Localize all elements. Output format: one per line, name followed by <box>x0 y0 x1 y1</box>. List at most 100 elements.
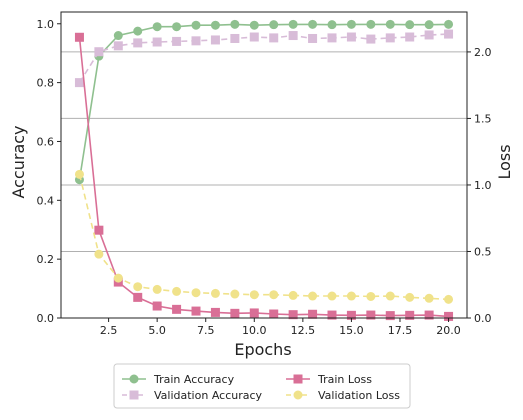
data-point <box>133 292 143 302</box>
y-left-tick-label: 0.2 <box>37 253 55 266</box>
data-point <box>269 309 279 319</box>
data-point <box>113 273 123 283</box>
x-tick-label: 7.5 <box>197 324 215 337</box>
y-left-tick-label: 0.6 <box>37 135 55 148</box>
series-line <box>78 23 449 180</box>
series-line <box>78 174 449 301</box>
y-right-tick-label: 0.5 <box>474 245 492 258</box>
data-point <box>74 32 84 42</box>
y-left-tick-label: 0.0 <box>37 312 55 325</box>
data-point <box>191 36 201 46</box>
data-point <box>94 225 104 235</box>
data-point <box>405 32 415 42</box>
x-tick-label: 15.0 <box>339 324 364 337</box>
data-point <box>74 169 84 179</box>
legend-swatch-marker <box>293 390 303 400</box>
data-point <box>444 19 454 29</box>
data-point <box>444 294 454 304</box>
legend-box <box>113 363 411 409</box>
y-left-axis-label: Accuracy <box>9 125 28 198</box>
series-layer <box>74 19 454 321</box>
x-axis-ticks: 2.5 5.0 7.5 10.0 12.5 15.0 17.5 20.0 <box>100 318 461 337</box>
data-point <box>152 284 162 294</box>
x-axis-label: Epochs <box>234 340 291 359</box>
data-point <box>288 31 298 41</box>
data-point <box>191 306 201 316</box>
data-point <box>288 290 298 300</box>
data-point <box>113 31 123 41</box>
data-point <box>346 32 356 42</box>
legend-item: Train Accuracy <box>122 373 235 386</box>
data-point <box>133 38 143 48</box>
data-point <box>133 26 143 36</box>
data-point <box>172 286 182 296</box>
x-tick-label: 5.0 <box>148 324 166 337</box>
y-left-tick-label: 0.8 <box>37 77 55 90</box>
series-0 <box>74 19 454 185</box>
x-tick-label: 20.0 <box>436 324 461 337</box>
legend-swatch-marker <box>129 390 139 400</box>
data-point <box>230 308 240 318</box>
data-point <box>172 304 182 314</box>
data-point <box>210 288 220 298</box>
x-tick-label: 17.5 <box>388 324 413 337</box>
legend-swatch-marker <box>293 374 303 384</box>
y-right-tick-label: 2.0 <box>474 46 492 59</box>
data-point <box>366 310 376 320</box>
series-3 <box>74 169 454 304</box>
data-point <box>172 36 182 46</box>
data-point <box>405 20 415 30</box>
data-point <box>269 33 279 43</box>
data-point <box>230 19 240 29</box>
data-point <box>191 288 201 298</box>
data-point <box>346 19 356 29</box>
data-point <box>210 307 220 317</box>
data-point <box>113 41 123 51</box>
series-line <box>78 37 449 318</box>
data-point <box>424 20 434 30</box>
data-point <box>230 289 240 299</box>
data-point <box>152 301 162 311</box>
y-right-axis-ticks: 0.0 0.5 1.0 1.5 2.0 <box>467 46 492 325</box>
data-point <box>288 310 298 320</box>
legend-item: Validation Loss <box>286 389 400 402</box>
data-point <box>424 310 434 320</box>
data-point <box>405 310 415 320</box>
legend-item: Train Loss <box>286 373 372 386</box>
data-point <box>210 20 220 30</box>
data-point <box>269 290 279 300</box>
data-point <box>152 37 162 47</box>
data-point <box>424 293 434 303</box>
data-point <box>366 34 376 44</box>
legend-swatch-marker <box>129 374 139 384</box>
plot-frame <box>60 11 468 319</box>
legend-item: Validation Accuracy <box>122 389 263 402</box>
data-point <box>230 33 240 43</box>
data-point <box>210 35 220 45</box>
data-point <box>327 310 337 320</box>
legend-label: Validation Loss <box>318 389 400 402</box>
y-right-tick-label: 1.0 <box>474 179 492 192</box>
data-point <box>405 292 415 302</box>
legend-label: Validation Accuracy <box>154 389 263 402</box>
data-point <box>385 33 395 43</box>
data-point <box>94 47 104 57</box>
data-point <box>269 20 279 30</box>
x-tick-label: 2.5 <box>100 324 118 337</box>
series-1 <box>74 29 454 88</box>
data-point <box>249 290 259 300</box>
series-line <box>78 33 449 84</box>
data-point <box>308 291 318 301</box>
y-left-axis-ticks: 0.0 0.2 0.4 0.6 0.8 1.0 <box>37 18 61 325</box>
data-point <box>424 30 434 40</box>
data-point <box>327 20 337 30</box>
x-tick-label: 10.0 <box>242 324 267 337</box>
data-point <box>288 19 298 29</box>
data-point <box>172 22 182 32</box>
data-point <box>385 291 395 301</box>
data-point <box>249 32 259 42</box>
data-point <box>74 78 84 88</box>
data-point <box>249 20 259 30</box>
data-point <box>327 291 337 301</box>
data-point <box>327 33 337 43</box>
